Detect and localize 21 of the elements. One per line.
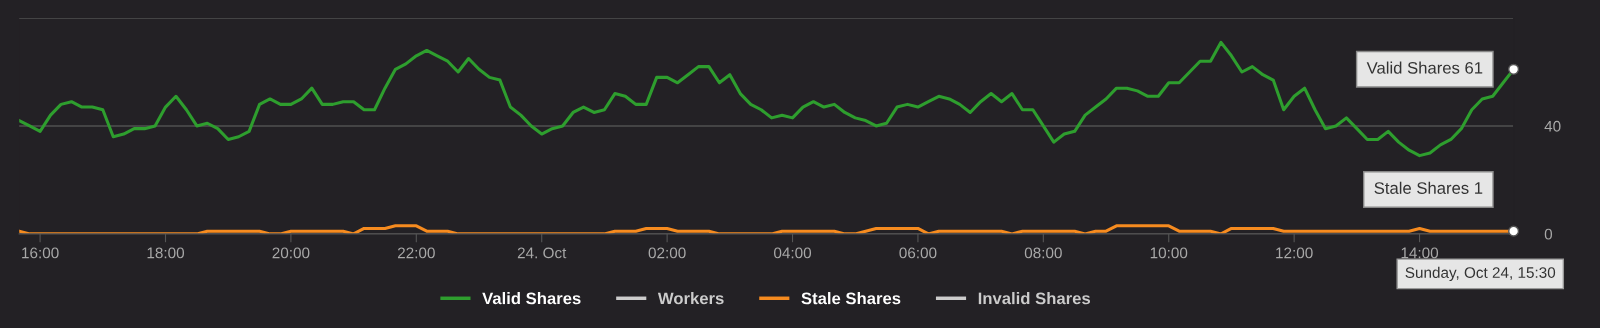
y-tick-label: 0 [1544,228,1553,240]
y-tick-label: 40 [1544,120,1561,132]
x-tick-label: 14:00 [1401,247,1439,259]
legend-label: Workers [657,292,724,305]
x-tick-label: 20:00 [272,247,310,259]
legend-label: Valid Shares [482,292,581,305]
legend-label: Invalid Shares [978,292,1091,305]
annotation: Valid Shares 61 [1366,61,1483,74]
text: Sunday, Oct 24, 15:30 [1405,266,1556,281]
legend-label: Stale Shares [801,292,901,305]
x-tick-label: 22:00 [397,247,435,259]
x-tick-label: 16:00 [22,247,59,259]
x-tick-label: 12:00 [1276,247,1313,259]
x-tick-label: 02:00 [648,247,686,259]
annotation: Stale Shares 1 [1374,181,1483,194]
x-tick-label: 08:00 [1024,247,1062,259]
x-tick-label: 18:00 [147,247,185,259]
x-tick-label: 06:00 [899,247,937,259]
x-tick-label: 04:00 [774,247,812,259]
x-tick-label: 10:00 [1150,247,1188,259]
x-tick-label: 24. Oct [517,247,567,259]
